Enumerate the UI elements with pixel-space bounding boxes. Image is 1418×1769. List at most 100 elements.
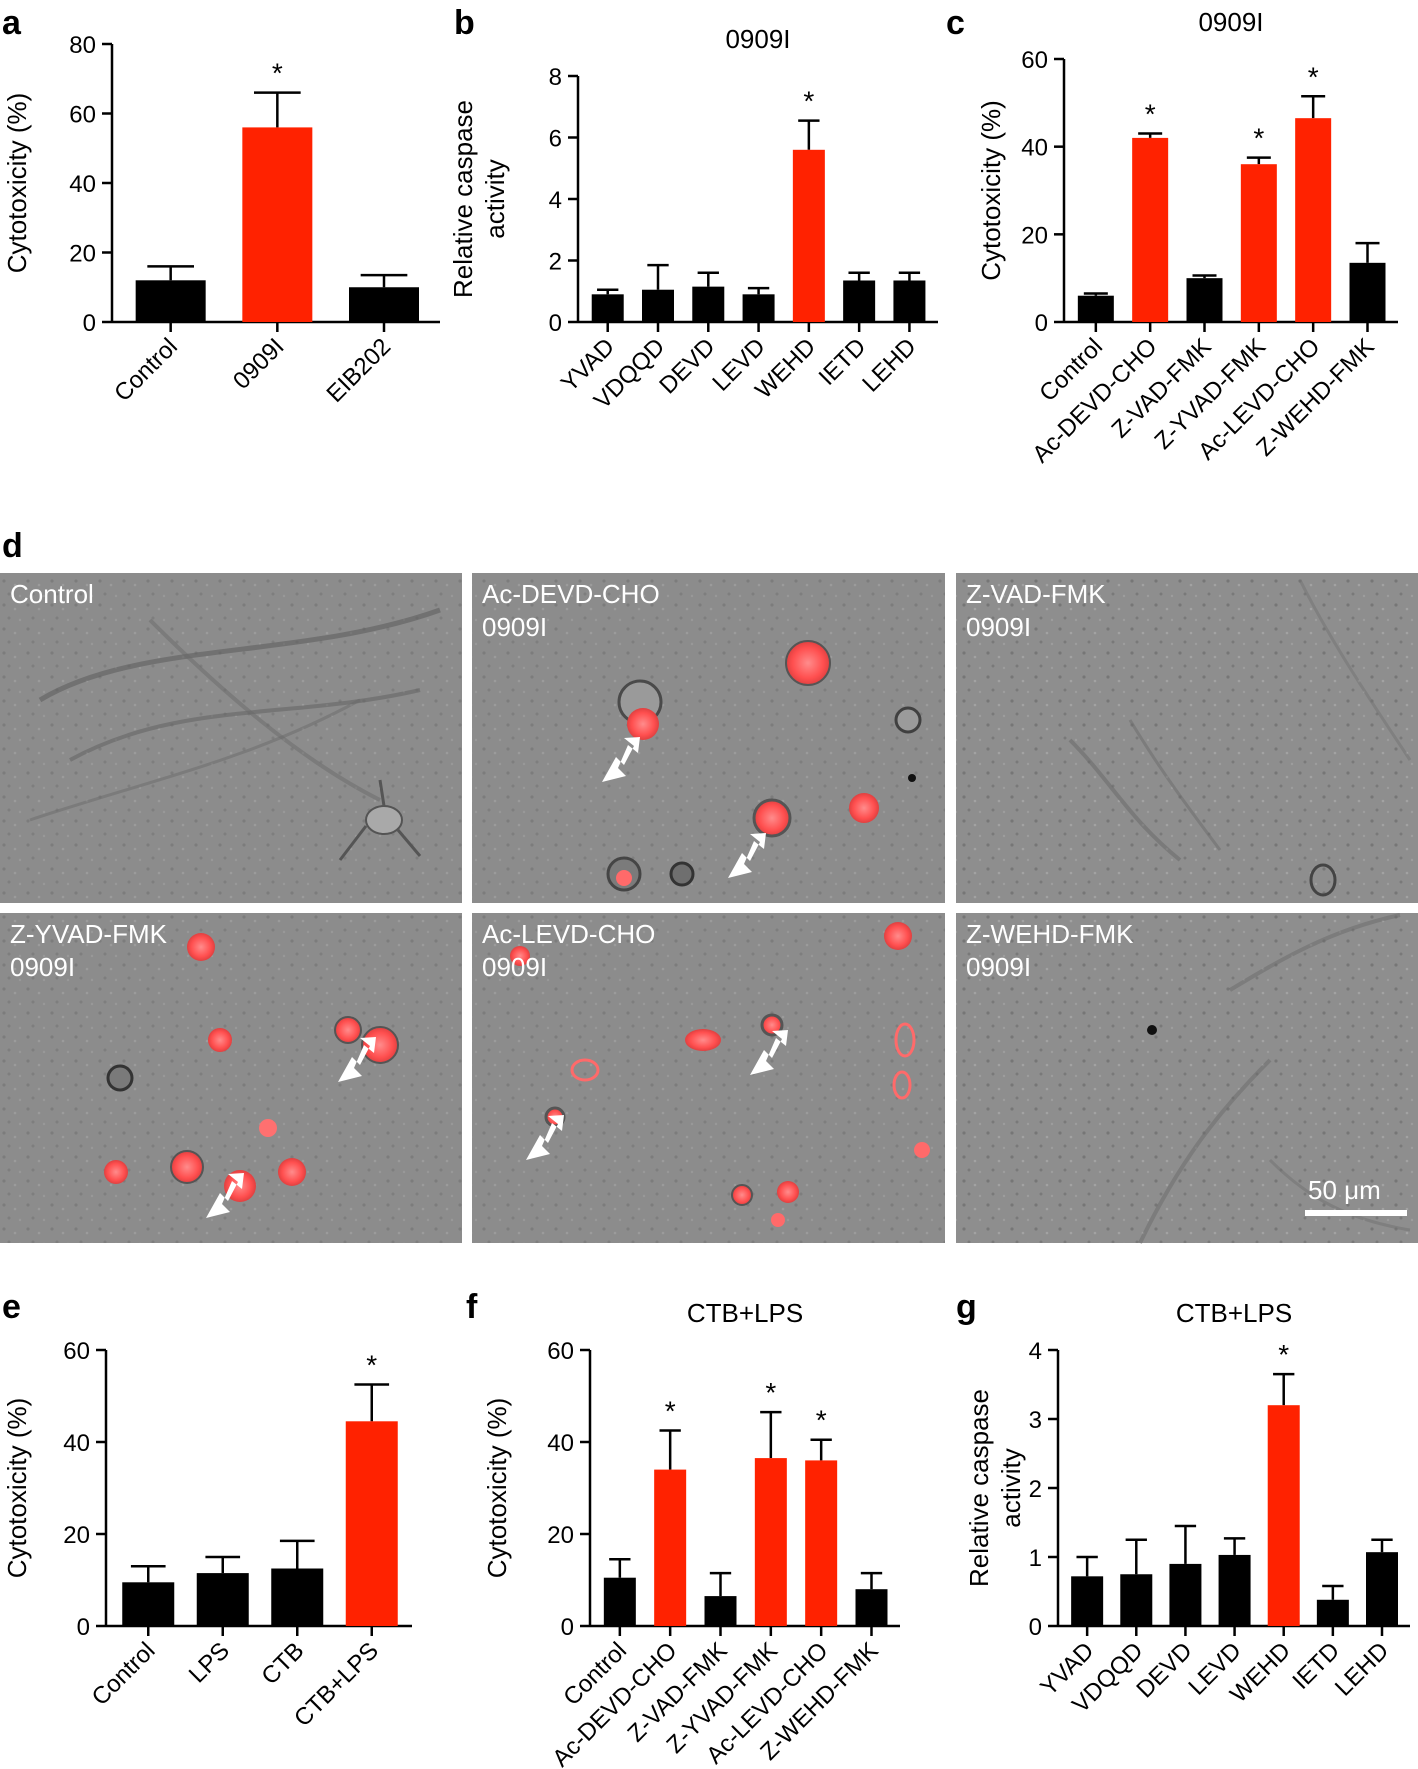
y-tick-label: 20: [69, 241, 96, 268]
panel-letter-d: d: [2, 527, 23, 565]
y-axis-title: Cytotoxicity (%): [2, 93, 32, 274]
panel-letter-b: b: [454, 4, 475, 42]
bar-control: [1077, 295, 1114, 322]
bar-z-wehd-fmk: [855, 1589, 888, 1626]
chart-title: CTB+LPS: [1176, 1298, 1292, 1328]
y-tick-label: 80: [69, 32, 96, 59]
panel-letter-f: f: [466, 1288, 478, 1326]
bar-vdqqd: [1120, 1574, 1153, 1626]
y-tick-label: 4: [549, 187, 562, 214]
y-tick-label: 40: [1021, 135, 1048, 162]
chart-a: 0 20 40 60 80 Cytotoxicity (%) Control * 0909I EI…: [2, 32, 440, 408]
micro-label-z-vad-fmk: Z-VAD-FMK: [966, 579, 1106, 609]
x-tick-label: EIB202: [321, 333, 396, 408]
bar-z-yvad-fmk: [1240, 164, 1277, 322]
significance-star: *: [1308, 61, 1319, 92]
y-tick-label: 60: [69, 102, 96, 129]
y-tick-label: 0: [561, 1614, 574, 1641]
arrow-icon: [728, 833, 766, 878]
micro-label-z-wehd-fmk: Z-WEHD-FMK: [966, 919, 1134, 949]
micro-label-control: Control: [10, 579, 94, 609]
bar-z-vad-fmk: [1186, 278, 1223, 322]
bar-lps: [196, 1573, 249, 1626]
y-tick-label: 60: [1021, 47, 1048, 74]
y-axis-title: Cytotoxicity (%): [976, 100, 1006, 281]
arrow-icon: [526, 1115, 564, 1160]
panel-letter-g: g: [956, 1288, 977, 1326]
y-tick-label: 20: [547, 1522, 574, 1549]
y-tick-label: 2: [1029, 1476, 1042, 1503]
y-axis-title: Relative caspaseactivity: [964, 1389, 1026, 1587]
y-tick-label: 20: [63, 1522, 90, 1549]
bar-yvad: [1071, 1576, 1104, 1626]
micro-label-ac-devd-cho: Ac-DEVD-CHO: [482, 579, 660, 609]
x-tick-label: CTB: [256, 1637, 309, 1690]
micrograph-ac-levd-cho: Ac-LEVD-CHO 0909I: [472, 913, 945, 1243]
bar-levd: [1218, 1554, 1251, 1626]
bar-ctb: [271, 1568, 324, 1626]
x-tick-label: DEVD: [654, 333, 720, 399]
micro-label-z-vad-fmk-sub: 0909I: [966, 612, 1031, 642]
micro-label-ac-devd-cho-sub: 0909I: [482, 612, 547, 642]
bar-yvad: [591, 294, 624, 322]
significance-star: *: [1278, 1339, 1289, 1370]
micrograph-z-vad-fmk: Z-VAD-FMK 0909I: [956, 573, 1418, 903]
bar-z-yvad-fmk: [754, 1458, 787, 1626]
y-tick-label: 60: [63, 1338, 90, 1365]
chart-title: 0909I: [1198, 7, 1263, 37]
x-tick-label: LEHD: [1330, 1637, 1394, 1701]
chart-title: 0909I: [725, 24, 790, 54]
bar-control: [135, 280, 206, 322]
x-tick-label: LEHD: [857, 333, 921, 397]
bar-lehd: [1366, 1552, 1398, 1626]
y-tick-label: 40: [69, 171, 96, 198]
micro-label-z-yvad-fmk-sub: 0909I: [10, 952, 75, 982]
y-tick-label: 0: [83, 310, 96, 337]
significance-star: *: [803, 86, 814, 117]
bar-ietd: [843, 280, 876, 322]
x-tick-label: Control: [109, 333, 183, 407]
scale-bar-label: 50 μm: [1308, 1175, 1381, 1205]
y-tick-label: 3: [1029, 1407, 1042, 1434]
significance-star: *: [816, 1405, 827, 1436]
significance-star: *: [1253, 123, 1264, 154]
y-tick-label: 40: [547, 1430, 574, 1457]
y-tick-label: 4: [1029, 1338, 1042, 1365]
micro-label-z-yvad-fmk: Z-YVAD-FMK: [10, 919, 168, 949]
micrograph-z-yvad-fmk: Z-YVAD-FMK 0909I: [0, 913, 462, 1243]
bar-devd: [1169, 1563, 1202, 1626]
y-tick-label: 20: [1021, 222, 1048, 249]
y-tick-label: 60: [547, 1338, 574, 1365]
arrow-icon: [602, 737, 640, 782]
y-tick-label: 0: [77, 1614, 90, 1641]
panel-letter-e: e: [2, 1288, 21, 1326]
y-tick-label: 0: [1035, 310, 1048, 337]
x-tick-label: 0909I: [228, 333, 290, 395]
panel-letter-c: c: [946, 4, 965, 42]
micrograph-grid: Control Ac-DEVD-CHO 0909I: [0, 573, 1418, 1244]
bar-eib202: [349, 287, 419, 322]
bar-vdqqd: [642, 289, 674, 322]
bar-wehd: [792, 149, 825, 322]
arrow-icon: [338, 1037, 376, 1082]
bar-ac-levd-cho: [1295, 118, 1332, 322]
bar-ac-levd-cho: [805, 1460, 838, 1626]
bar-0909i: [242, 127, 313, 323]
micrograph-control: Control: [0, 573, 462, 903]
micrograph-ac-devd-cho: Ac-DEVD-CHO 0909I: [472, 573, 945, 903]
bar-z-vad-fmk: [704, 1596, 737, 1626]
y-tick-label: 8: [549, 64, 562, 91]
bar-ctb-lps: [345, 1421, 398, 1626]
bar-devd: [692, 286, 725, 322]
significance-star: *: [272, 58, 283, 89]
bar-ac-devd-cho: [1132, 137, 1169, 322]
x-tick-label: Control: [87, 1637, 161, 1711]
micro-label-ac-levd-cho: Ac-LEVD-CHO: [482, 919, 655, 949]
y-axis-title: Relative caspaseactivity: [448, 100, 510, 298]
y-tick-label: 2: [549, 249, 562, 276]
